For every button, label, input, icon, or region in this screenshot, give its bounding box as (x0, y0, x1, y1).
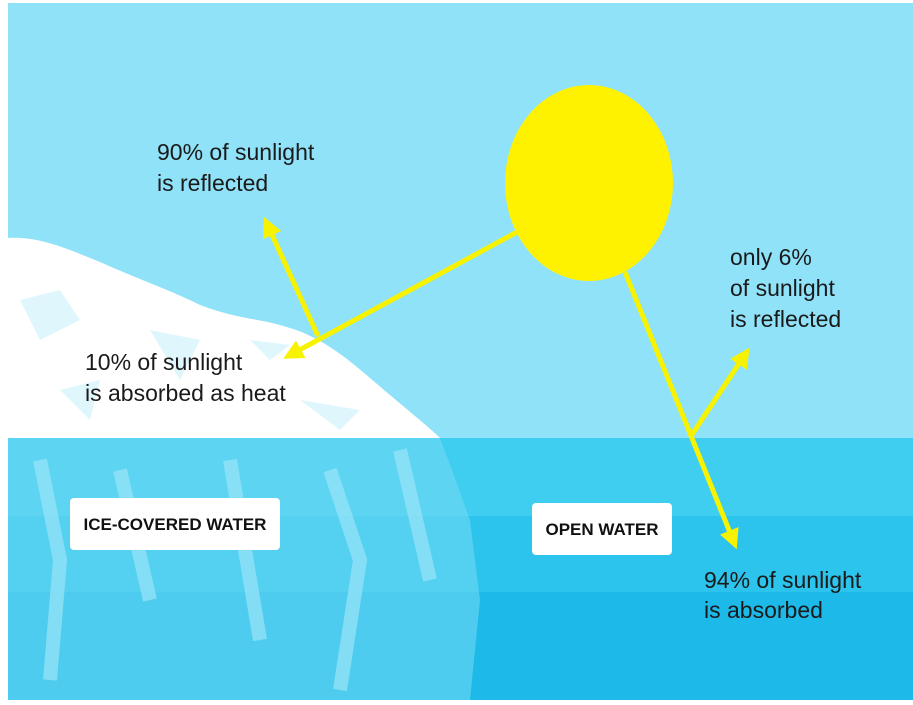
annotation: 10% of sunlight (85, 349, 243, 375)
annotation: is absorbed (704, 597, 823, 623)
label: OPEN WATER (545, 520, 658, 539)
annotation: is absorbed as heat (85, 380, 286, 406)
annotation: of sunlight (730, 275, 835, 301)
sun (505, 85, 673, 281)
annotation: 90% of sunlight (157, 139, 315, 165)
label: ICE-COVERED WATER (84, 515, 267, 534)
annotation: is reflected (730, 306, 841, 332)
annotation: only 6% (730, 244, 812, 270)
annotation: 94% of sunlight (704, 567, 862, 593)
diagram: 90% of sunlight is reflected 10% of sunl… (0, 0, 913, 705)
annotation: is reflected (157, 170, 268, 196)
